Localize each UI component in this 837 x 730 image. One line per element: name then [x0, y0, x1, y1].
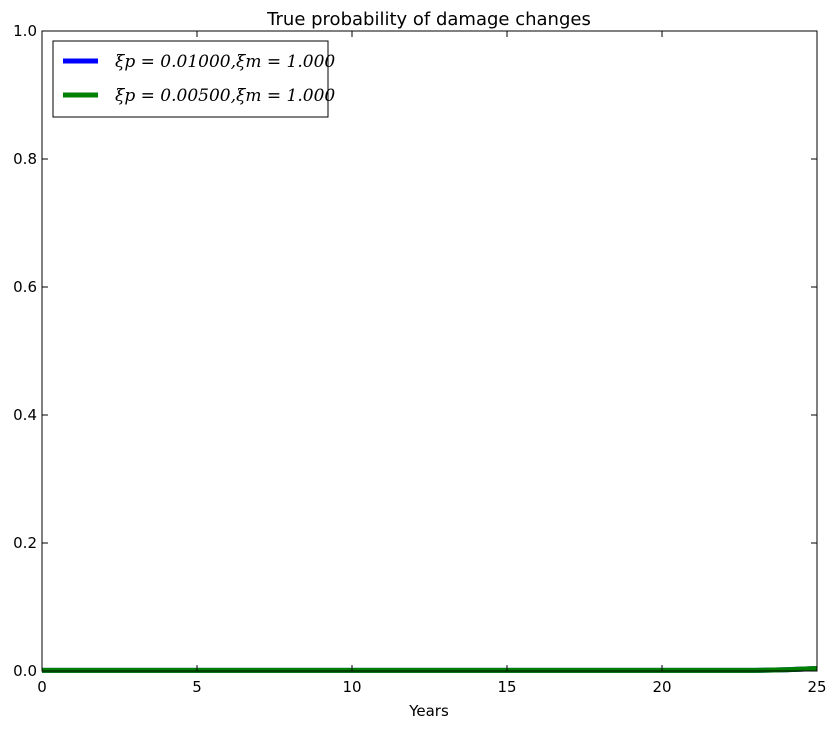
x-tick-label: 0 [37, 678, 47, 696]
x-tick-label: 25 [807, 678, 826, 696]
legend-label-1: ξp = 0.01000,ξm = 1.000 [115, 52, 335, 72]
legend-label-2: ξp = 0.00500,ξm = 1.000 [115, 86, 335, 106]
y-tick-label: 0.4 [13, 406, 37, 424]
plot-frame [41, 30, 818, 672]
x-tick-label: 15 [497, 678, 516, 696]
series-line-2 [42, 665, 818, 673]
y-tick-label: 0.0 [13, 662, 37, 680]
chart-title: True probability of damage changes [266, 9, 591, 30]
axes: 0 5 10 15 20 25 0.0 0.2 0.4 0.6 0.8 1.0 [13, 22, 826, 696]
x-tick-label: 5 [192, 678, 202, 696]
y-tick-label: 0.2 [13, 534, 37, 552]
x-tick-label: 20 [652, 678, 671, 696]
plot-area [42, 665, 818, 673]
legend: ξp = 0.01000,ξm = 1.000 ξp = 0.00500,ξm =… [52, 40, 335, 118]
y-tick-label: 1.0 [13, 22, 37, 40]
y-tick-label: 0.8 [13, 150, 37, 168]
x-tick-label: 10 [342, 678, 361, 696]
legend-box [52, 40, 329, 118]
y-tick-label: 0.6 [13, 278, 37, 296]
x-axis-label: Years [408, 702, 449, 720]
